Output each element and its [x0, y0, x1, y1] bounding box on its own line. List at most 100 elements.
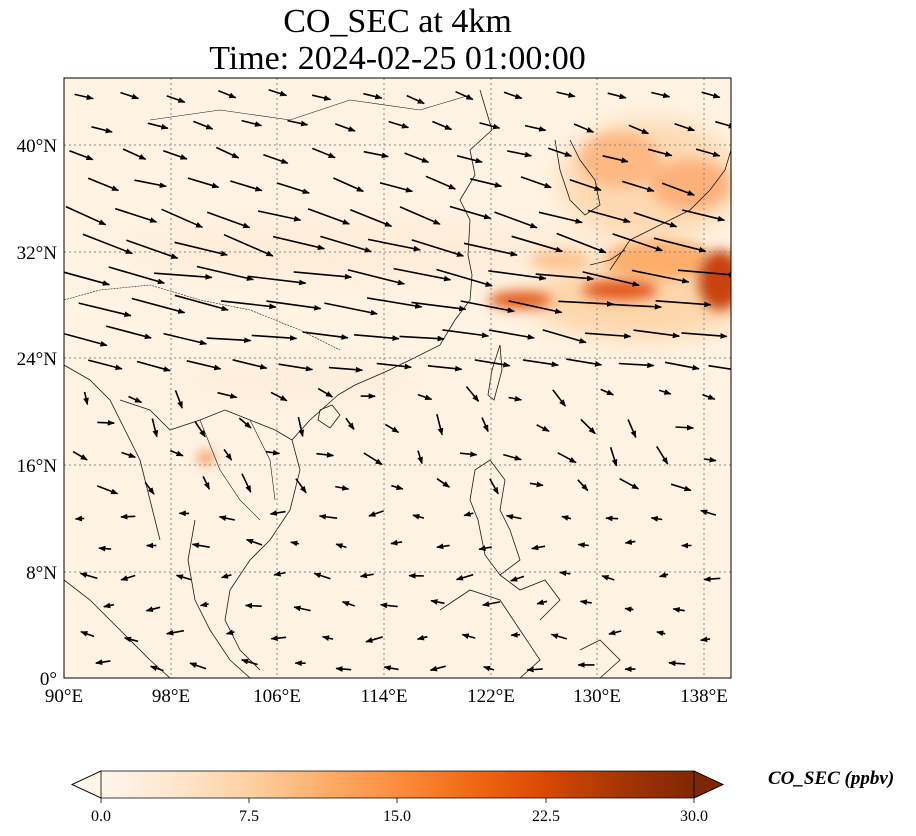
wind-vectors	[64, 88, 731, 673]
wind-arrow	[268, 88, 288, 97]
wind-arrow	[220, 573, 232, 579]
wind-arrow	[633, 329, 681, 339]
wind-arrow	[536, 424, 550, 433]
wind-arrow	[307, 208, 350, 225]
x-tick-labels: 90°E 98°E 106°E 114°E 122°E 130°E 138°E	[45, 686, 728, 707]
wind-arrow	[230, 180, 263, 192]
wind-arrow	[128, 395, 143, 404]
wind-arrow	[455, 90, 474, 101]
wind-arrow	[703, 456, 717, 463]
wind-arrow	[161, 208, 204, 229]
y-tick-24n: 24°N	[17, 349, 58, 370]
wind-arrow	[316, 452, 335, 458]
wind-arrow	[700, 509, 717, 516]
wind-arrow	[95, 659, 111, 666]
wind-arrow	[404, 152, 430, 163]
wind-arrow	[232, 359, 268, 370]
wind-arrow	[122, 148, 147, 161]
wind-arrow	[72, 450, 88, 461]
colorbar-title: CO_SEC (ppbv)	[768, 768, 895, 789]
wind-arrow	[131, 297, 186, 314]
wind-arrow	[436, 414, 444, 436]
wind-arrow	[347, 269, 405, 286]
map-title-line2: Time: 2024-02-25 01:00:00	[209, 40, 586, 77]
wind-arrow	[241, 658, 258, 666]
wind-arrow	[335, 666, 352, 672]
wind-arrow	[702, 393, 716, 400]
wind-arrow	[526, 666, 543, 673]
wind-arrow	[363, 92, 383, 100]
wind-arrow	[388, 120, 410, 129]
wind-arrow	[508, 395, 523, 402]
wind-arrow	[321, 635, 334, 642]
wind-arrow	[120, 513, 136, 520]
wind-arrow	[672, 607, 685, 613]
wind-arrow	[552, 389, 567, 407]
wind-arrow	[145, 606, 161, 612]
wind-arrow	[556, 232, 607, 254]
wind-arrow	[577, 479, 589, 492]
wind-arrow	[266, 300, 322, 311]
wind-arrow	[432, 120, 453, 131]
wind-arrow	[658, 389, 672, 395]
x-tick-106e: 106°E	[253, 686, 301, 707]
wind-arrow	[577, 542, 589, 548]
wind-arrow	[417, 450, 423, 465]
wind-arrow	[436, 268, 493, 287]
wind-arrow	[136, 360, 171, 372]
y-tick-32n: 32°N	[17, 243, 58, 264]
wind-arrow	[416, 634, 428, 641]
wind-arrow	[406, 94, 425, 105]
x-tick-114e: 114°E	[361, 686, 408, 707]
wind-arrow	[542, 329, 587, 344]
wind-arrow	[538, 211, 583, 224]
wind-arrow	[276, 182, 310, 194]
wind-arrow	[189, 662, 207, 670]
wind-arrow	[483, 665, 495, 672]
wind-arrow	[425, 175, 456, 190]
wind-arrow	[64, 271, 110, 286]
wind-arrow	[238, 417, 252, 429]
wind-arrow	[333, 177, 364, 193]
wind-arrow	[677, 269, 731, 278]
wind-arrow	[566, 358, 603, 367]
wind-arrow	[241, 119, 263, 127]
wind-arrow	[120, 91, 140, 100]
wind-arrow	[417, 393, 433, 401]
wind-arrow	[573, 123, 595, 133]
colorbar-tick-2: 15.0	[383, 808, 411, 825]
wind-arrow	[455, 573, 474, 581]
wind-arrow	[488, 329, 535, 340]
wind-arrow	[154, 272, 213, 280]
wind-arrow	[579, 599, 592, 606]
wind-arrow	[134, 179, 167, 188]
wind-arrow	[456, 155, 483, 164]
wind-arrow	[151, 418, 159, 438]
wind-arrow	[489, 478, 499, 495]
wind-arrow	[412, 514, 425, 520]
wind-arrow	[531, 544, 546, 551]
wind-arrow	[215, 146, 240, 159]
wind-arrow	[366, 297, 423, 309]
wind-arrow	[384, 423, 400, 434]
wind-arrow	[465, 385, 480, 402]
wind-arrow	[430, 599, 445, 605]
wind-arrow	[223, 448, 233, 461]
wind-arrow	[248, 275, 307, 286]
wind-arrow	[624, 606, 634, 613]
wind-arrow	[91, 126, 113, 134]
wind-arrow	[507, 150, 533, 158]
wind-arrow	[607, 92, 627, 100]
wind-arrow	[263, 153, 289, 164]
wind-arrow	[174, 390, 183, 409]
wind-arrow	[391, 484, 404, 490]
wind-arrow	[529, 481, 544, 488]
wind-arrow	[225, 629, 235, 636]
wind-arrow	[582, 271, 640, 287]
wind-arrow	[123, 636, 139, 643]
wind-arrow	[108, 266, 165, 285]
wind-arrow	[682, 209, 726, 222]
y-tick-40n: 40°N	[17, 136, 58, 157]
wind-arrow	[703, 576, 721, 582]
wind-arrow	[78, 302, 132, 317]
